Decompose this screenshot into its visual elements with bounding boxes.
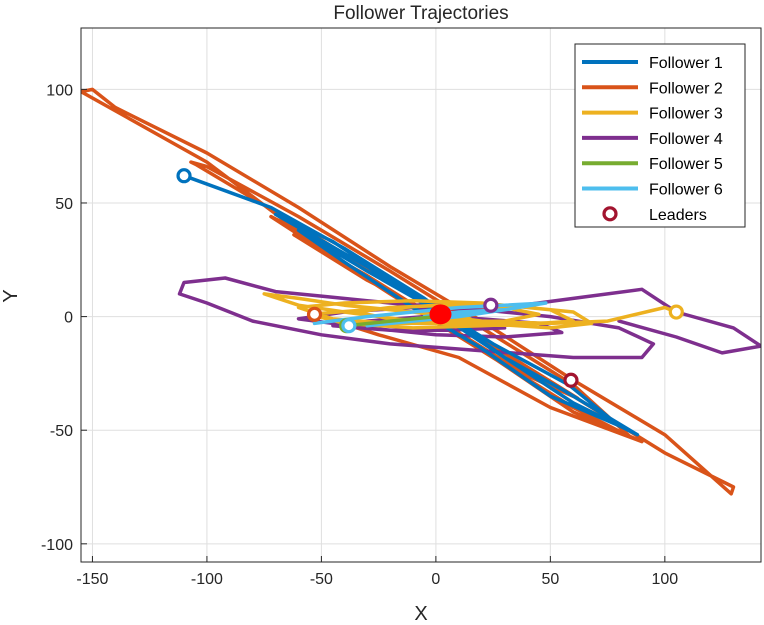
y-tick-label: -50 [50, 423, 73, 440]
y-tick-label: -100 [41, 537, 73, 554]
legend-label-2: Follower 2 [649, 80, 723, 97]
y-tick-labels: -100 -50 0 50 100 [41, 82, 87, 554]
x-tick-label: 50 [541, 571, 559, 588]
legend-label-1: Follower 1 [649, 55, 723, 72]
legend-swatch-leaders [602, 206, 618, 222]
center-marker [429, 304, 452, 325]
y-tick-label: 100 [46, 82, 73, 99]
x-tick-label: 0 [431, 571, 440, 588]
y-tick-label: 50 [55, 196, 73, 213]
legend: Follower 1 Follower 2 Follower 3 Follower 4… [574, 43, 746, 228]
series-line-1 [182, 173, 640, 437]
x-tick-label: 100 [651, 571, 678, 588]
legend-label-leaders: Leaders [649, 207, 707, 224]
legend-label-3: Follower 3 [649, 106, 723, 123]
x-tick-label: -100 [191, 571, 223, 588]
y-axis-label: Y [0, 289, 22, 302]
legend-label-6: Follower 6 [649, 182, 723, 199]
x-tick-label: -150 [76, 571, 108, 588]
plot-area [81, 87, 761, 496]
x-tick-label: -50 [310, 571, 333, 588]
y-tick-label: 0 [64, 310, 73, 327]
x-axis-label: X [414, 603, 427, 625]
leader-marker [563, 372, 579, 388]
start-marker-3 [668, 304, 684, 320]
chart-title: Follower Trajectories [333, 3, 508, 24]
x-tick-labels: -150 -100 -50 0 50 100 [76, 556, 678, 588]
legend-label-5: Follower 5 [649, 156, 723, 173]
axes-box [80, 27, 762, 563]
start-marker-2 [306, 306, 323, 322]
legend-label-4: Follower 4 [649, 131, 723, 148]
series-line-3 [262, 292, 679, 330]
start-marker-4 [483, 297, 499, 313]
legend-box [574, 43, 746, 228]
start-marker-6 [341, 318, 357, 334]
start-marker-1 [176, 168, 192, 184]
